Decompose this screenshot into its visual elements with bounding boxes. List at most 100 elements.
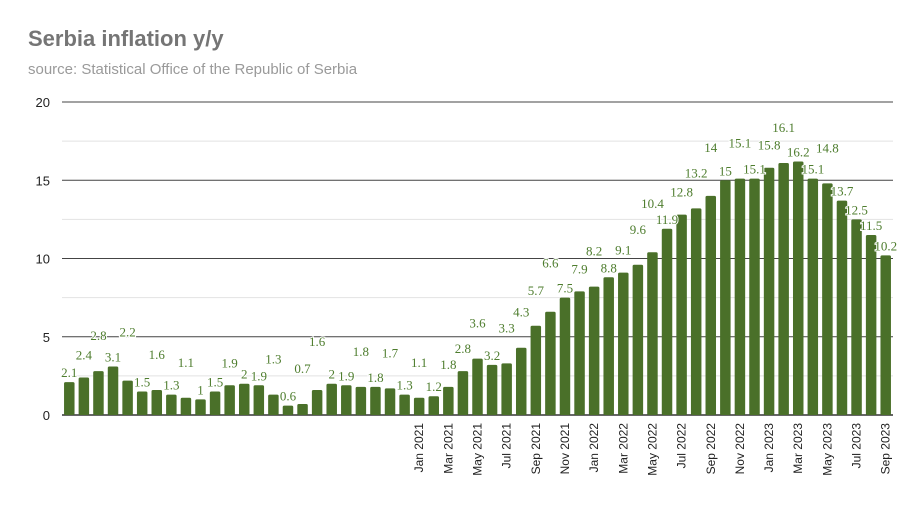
data-label: 12.5 <box>845 202 868 217</box>
bar <box>209 391 221 415</box>
bar <box>297 404 308 415</box>
bar <box>151 389 163 415</box>
bar <box>472 358 483 415</box>
bar <box>180 397 192 415</box>
data-label: 4.3 <box>513 305 529 320</box>
bar <box>661 228 673 415</box>
bar <box>822 183 833 415</box>
bar <box>486 364 498 415</box>
x-tick-label: Nov 2022 <box>733 423 747 475</box>
data-label: 2.8 <box>455 341 471 356</box>
bar <box>836 200 848 415</box>
bar <box>545 311 556 415</box>
data-label: 15.1 <box>743 162 766 177</box>
bar <box>370 386 381 415</box>
data-label: 15.1 <box>801 162 824 177</box>
x-tick-label: Sep 2021 <box>529 423 543 475</box>
y-tick-label: 5 <box>43 330 50 345</box>
y-tick-label: 20 <box>36 95 50 110</box>
data-label: 14.8 <box>816 140 839 155</box>
data-label: 14 <box>704 140 718 155</box>
bar <box>588 286 600 415</box>
bar <box>78 377 90 415</box>
data-label: 9.1 <box>615 243 631 258</box>
y-tick-label: 10 <box>36 252 50 267</box>
bar <box>311 389 323 415</box>
data-label: 15.8 <box>758 138 781 153</box>
data-label: 1.8 <box>440 357 456 372</box>
bar <box>384 388 396 415</box>
bar <box>166 394 177 415</box>
data-label: 11.5 <box>860 218 882 233</box>
data-label: 1.3 <box>265 352 281 367</box>
bar <box>443 386 454 415</box>
bar <box>136 391 148 415</box>
x-tick-label: Mar 2023 <box>791 423 805 474</box>
data-label: 2.2 <box>119 325 135 340</box>
x-tick-label: Mar 2022 <box>616 423 630 474</box>
bar <box>632 264 644 415</box>
bar <box>603 277 614 415</box>
x-tick-label: Jul 2021 <box>500 423 514 469</box>
data-label: 8.8 <box>601 260 617 275</box>
data-label: 0.6 <box>280 389 297 404</box>
bar <box>574 291 585 415</box>
bar <box>880 255 891 415</box>
bar <box>341 385 352 415</box>
bar <box>195 399 206 415</box>
chart-subtitle: source: Statistical Office of the Republ… <box>28 61 358 78</box>
x-tick-label: Jan 2022 <box>587 423 601 473</box>
data-label: 13.2 <box>685 165 708 180</box>
data-label: 1.9 <box>338 368 354 383</box>
data-label: 10.4 <box>641 196 664 211</box>
data-label: 12.8 <box>670 185 693 200</box>
data-label: 1.3 <box>396 378 412 393</box>
data-label: 11.9 <box>656 212 678 227</box>
x-tick-label: May 2023 <box>820 423 834 476</box>
data-label: 16.2 <box>787 144 810 159</box>
data-label: 1.9 <box>222 355 238 370</box>
data-label: 7.5 <box>557 281 573 296</box>
data-label: 1.3 <box>163 378 179 393</box>
data-label: 2 <box>241 367 248 382</box>
bar <box>807 178 819 415</box>
data-label: 6.6 <box>542 256 559 271</box>
data-label: 1.6 <box>309 334 326 349</box>
x-tick-label: Sep 2023 <box>879 423 893 475</box>
bar <box>647 252 658 415</box>
bar <box>64 382 75 415</box>
x-tick-label: May 2021 <box>471 423 485 476</box>
data-label: 2 <box>328 367 335 382</box>
bar <box>413 397 425 415</box>
bar <box>720 180 731 415</box>
bar <box>238 383 250 415</box>
bar <box>515 347 527 415</box>
data-label: 1.5 <box>207 375 223 390</box>
data-label: 16.1 <box>772 120 795 135</box>
data-label: 2.8 <box>90 328 106 343</box>
data-label: 1.1 <box>178 355 194 370</box>
data-label: 2.4 <box>76 347 93 362</box>
data-label: 1.6 <box>149 347 166 362</box>
bar <box>282 405 294 415</box>
bar <box>93 371 104 415</box>
bar <box>326 383 337 415</box>
bar <box>224 385 235 415</box>
bar <box>734 178 746 415</box>
bar <box>618 272 629 415</box>
data-label: 1.5 <box>134 375 150 390</box>
bar <box>705 195 717 415</box>
data-label: 1.7 <box>382 345 399 360</box>
bar <box>690 208 702 415</box>
x-tick-label: Jan 2023 <box>762 423 776 473</box>
bar <box>676 214 687 415</box>
x-tick-label: Sep 2022 <box>704 423 718 475</box>
data-label: 3.3 <box>499 320 515 335</box>
data-label: 15 <box>719 163 732 178</box>
bar <box>778 163 789 415</box>
data-label: 13.7 <box>831 184 854 199</box>
x-tick-label: May 2022 <box>645 423 659 476</box>
y-tick-label: 0 <box>43 408 50 423</box>
bar <box>457 371 469 415</box>
data-label: 5.7 <box>528 283 545 298</box>
